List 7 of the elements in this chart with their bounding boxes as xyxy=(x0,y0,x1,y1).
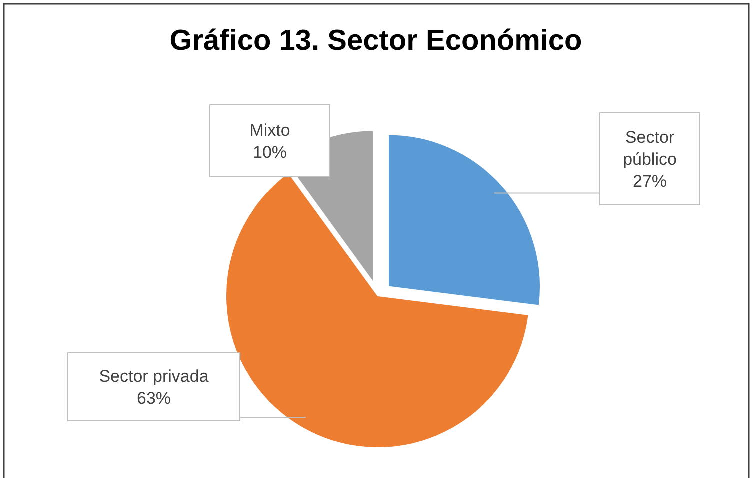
slice-label: Sector público xyxy=(623,128,677,169)
data-label: 10% xyxy=(252,143,288,162)
data-label: 27% xyxy=(632,172,668,191)
data-label: 63% xyxy=(136,389,172,408)
slice-label: Sector privada xyxy=(99,367,210,386)
chart-title: Gráfico 13. Sector Económico xyxy=(170,25,582,57)
slice-label: Mixto xyxy=(250,121,290,140)
